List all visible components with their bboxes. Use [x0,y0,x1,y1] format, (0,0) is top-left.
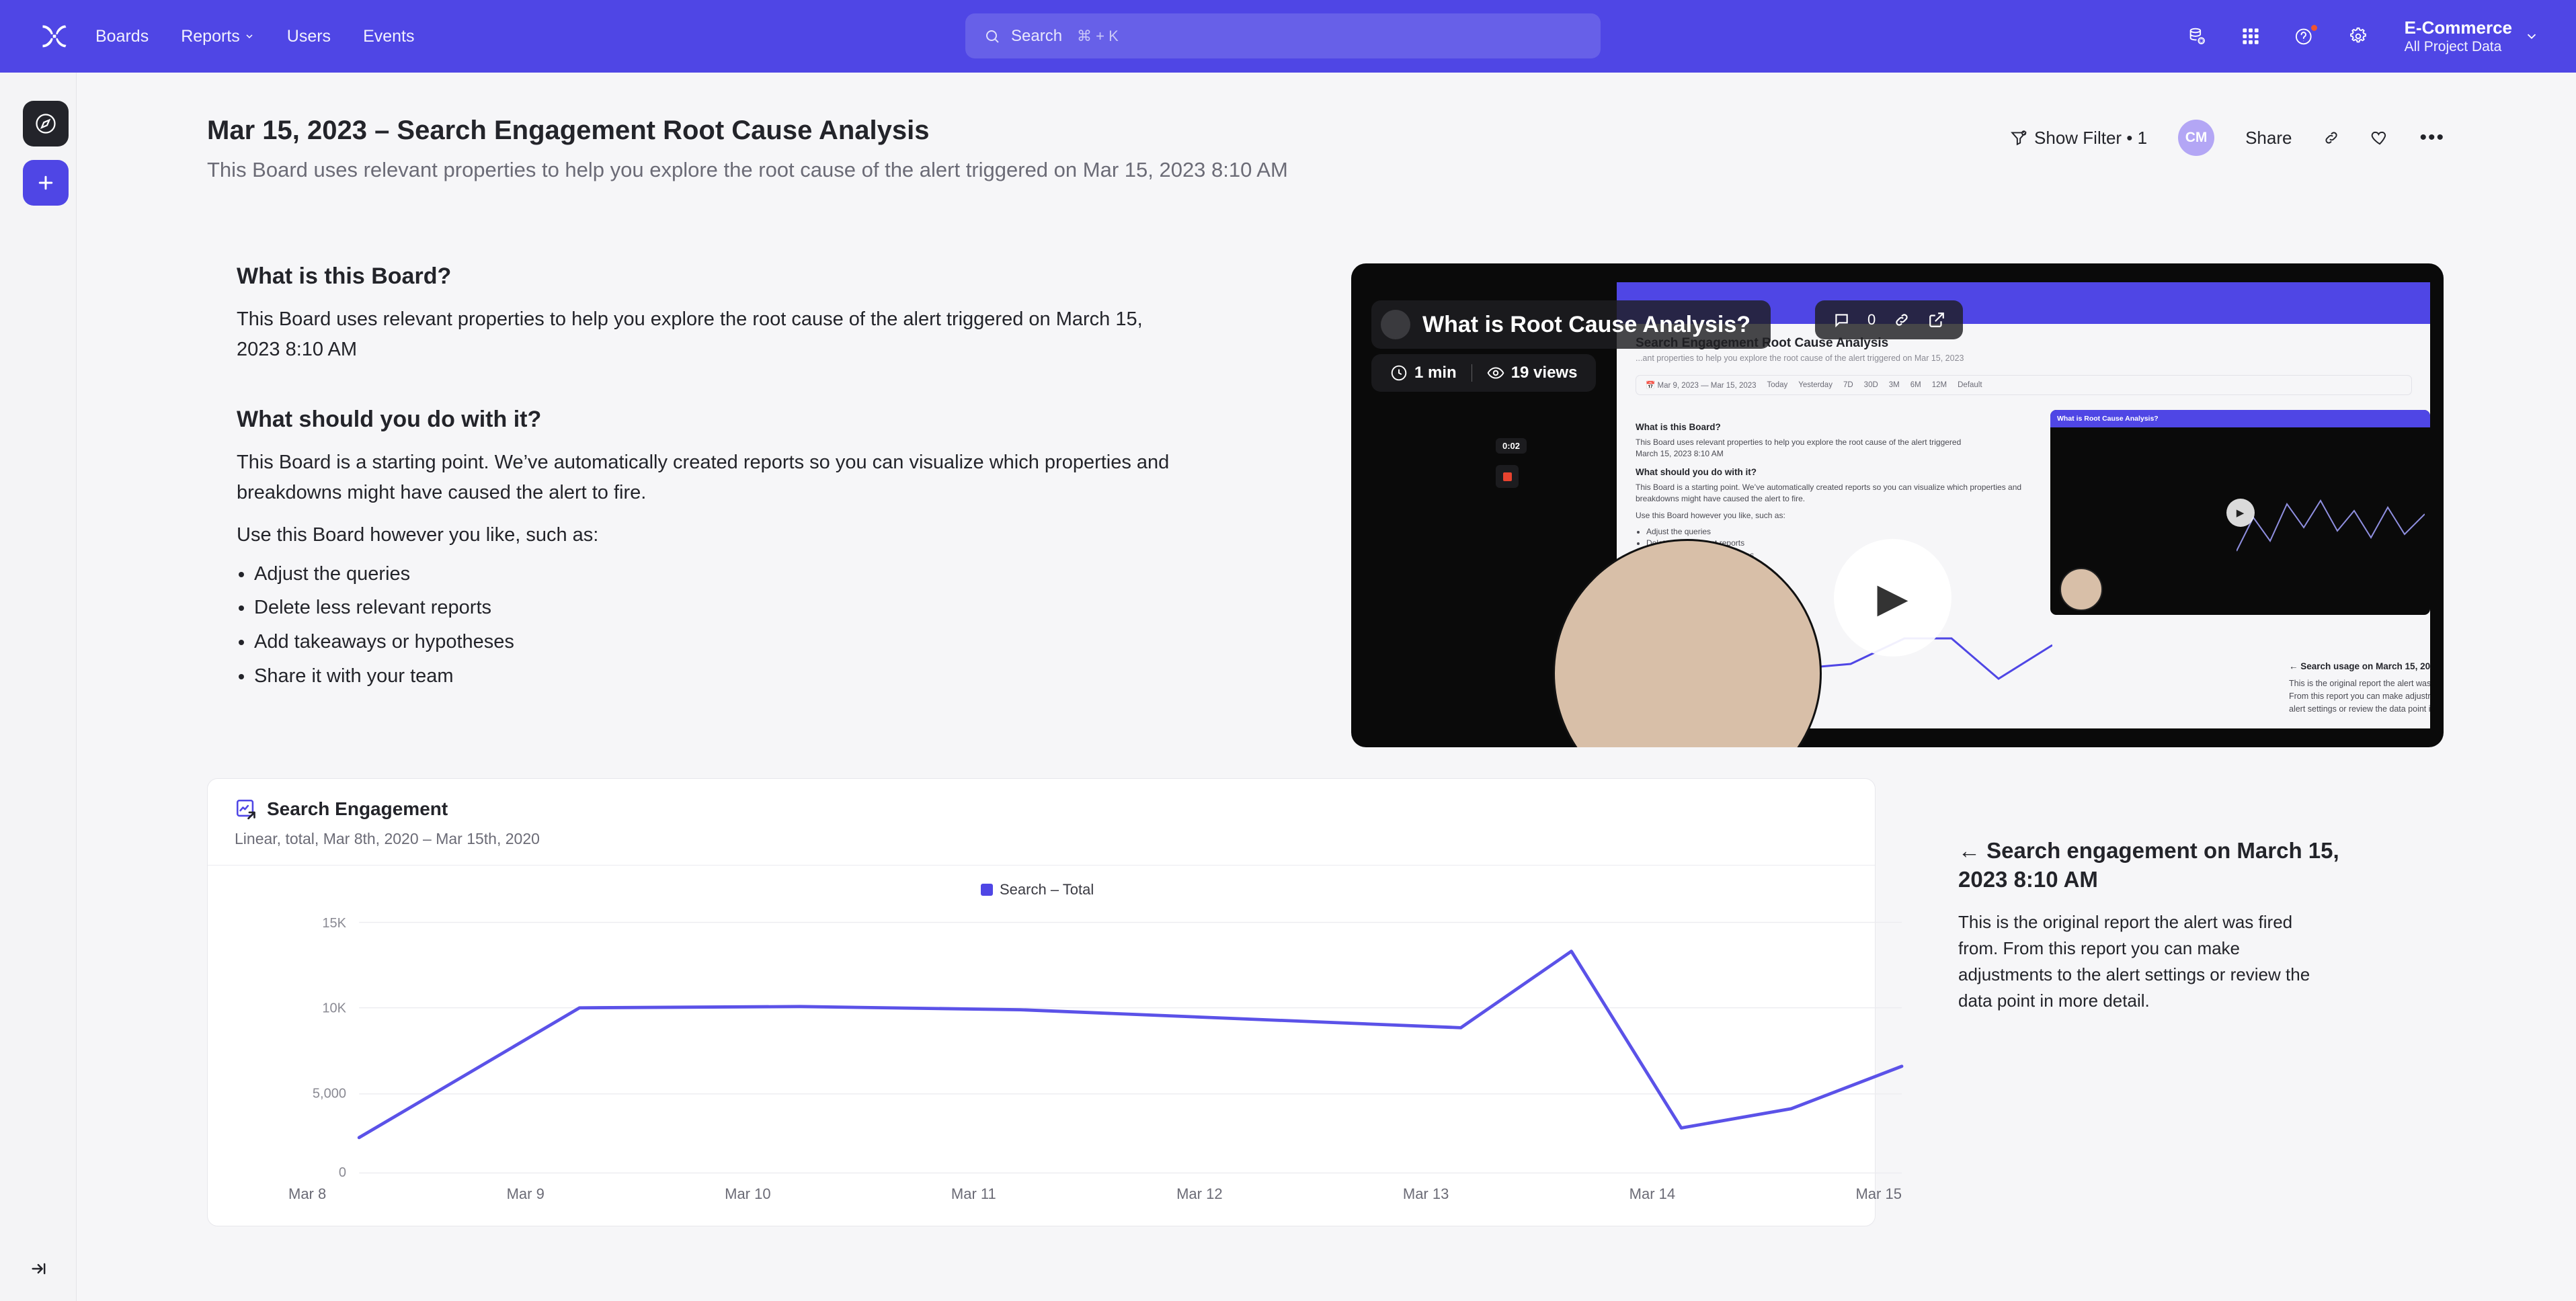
svg-text:5,000: 5,000 [313,1087,346,1101]
svg-text:0: 0 [339,1165,346,1180]
svg-text:15K: 15K [322,916,346,931]
svg-text:10K: 10K [322,1001,346,1015]
